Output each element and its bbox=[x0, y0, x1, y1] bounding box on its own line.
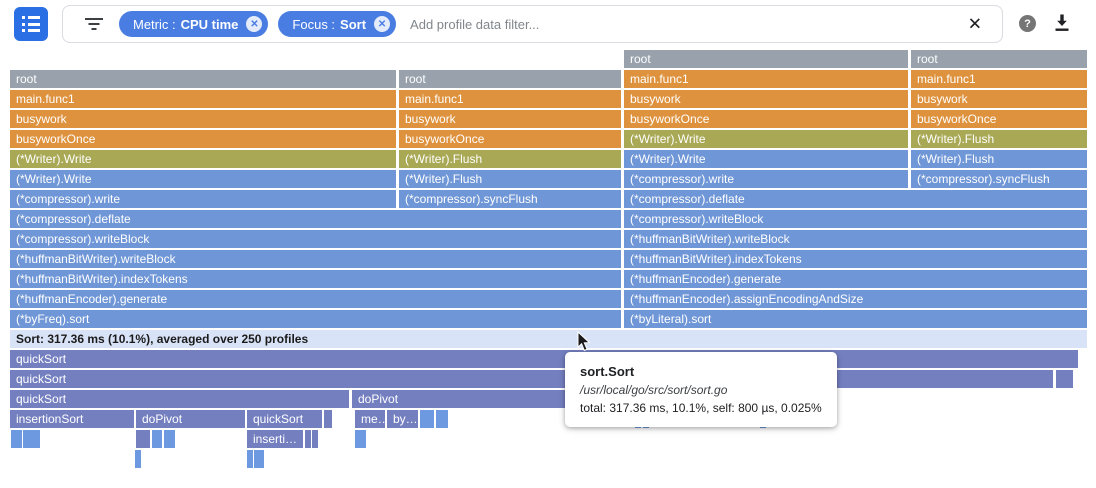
flame-frame[interactable]: (*byFreq).sort bbox=[10, 310, 621, 328]
filter-chip-focus[interactable]: Focus : Sort ✕ bbox=[278, 11, 397, 37]
flame-frame[interactable]: busywork bbox=[911, 90, 1087, 108]
flame-frame[interactable]: quickSort bbox=[247, 410, 322, 428]
chip-field: Focus : bbox=[292, 16, 336, 32]
flame-frame[interactable]: (*byLiteral).sort bbox=[624, 310, 1087, 328]
flame-frame[interactable]: (*compressor).syncFlush bbox=[911, 170, 1087, 188]
download-button[interactable] bbox=[1054, 14, 1070, 32]
flame-frame[interactable] bbox=[254, 450, 260, 468]
flame-frame[interactable] bbox=[34, 430, 40, 448]
flame-frame[interactable]: (*Writer).Flush bbox=[399, 170, 621, 188]
flame-frame[interactable] bbox=[152, 430, 162, 448]
flame-frame[interactable]: quickSort bbox=[10, 370, 1053, 388]
list-icon bbox=[22, 16, 40, 32]
flame-frame[interactable]: root bbox=[911, 50, 1087, 68]
flame-frame[interactable]: (*compressor).writeBlock bbox=[10, 230, 621, 248]
flame-frame[interactable]: (*huffmanBitWriter).indexTokens bbox=[624, 250, 1087, 268]
chip-field: Metric : bbox=[133, 16, 176, 32]
menu-button[interactable] bbox=[14, 7, 48, 41]
flame-frame[interactable]: (*Writer).Flush bbox=[911, 150, 1087, 168]
flame-frame[interactable]: (*huffmanBitWriter).writeBlock bbox=[10, 250, 621, 268]
tooltip-title: sort.Sort bbox=[580, 364, 635, 379]
flame-frame[interactable]: (*Writer).Write bbox=[10, 150, 396, 168]
flame-frame[interactable]: main.func1 bbox=[911, 70, 1087, 88]
filter-input[interactable] bbox=[410, 16, 962, 32]
flame-frame[interactable]: busywork bbox=[399, 110, 621, 128]
flame-frame[interactable] bbox=[355, 430, 361, 448]
flame-frame[interactable]: (*compressor).writeBlock bbox=[624, 210, 1087, 228]
flame-frame[interactable]: (*Writer).Write bbox=[624, 130, 908, 148]
flame-frame[interactable] bbox=[23, 430, 29, 448]
tooltip: sort.Sort /usr/local/go/src/sort/sort.go… bbox=[565, 352, 837, 427]
flame-frame[interactable]: main.func1 bbox=[10, 90, 396, 108]
flame-frame[interactable]: (*compressor).deflate bbox=[10, 210, 621, 228]
flame-frame[interactable] bbox=[360, 430, 366, 448]
flame-frame[interactable] bbox=[247, 450, 253, 468]
flame-frame[interactable] bbox=[258, 450, 264, 468]
mouse-cursor bbox=[577, 330, 591, 357]
chip-remove-icon[interactable]: ✕ bbox=[374, 16, 391, 32]
flame-frame[interactable]: busyworkOnce bbox=[911, 110, 1087, 128]
flame-frame[interactable]: (*huffmanEncoder).generate bbox=[10, 290, 621, 308]
flame-frame[interactable]: (*huffmanBitWriter).indexTokens bbox=[10, 270, 621, 288]
flame-frame[interactable] bbox=[324, 410, 332, 428]
flame-frame[interactable]: main.func1 bbox=[399, 90, 621, 108]
flame-frame[interactable] bbox=[28, 430, 34, 448]
flame-frame[interactable]: (*compressor).write bbox=[10, 190, 396, 208]
flame-frame[interactable]: inserti… bbox=[247, 430, 303, 448]
flame-frame[interactable]: root bbox=[10, 70, 396, 88]
flame-frame[interactable]: (*Writer).Write bbox=[10, 170, 396, 188]
help-button[interactable]: ? bbox=[1019, 15, 1036, 32]
flame-frame[interactable]: busyworkOnce bbox=[399, 130, 621, 148]
flame-frame[interactable]: (*huffmanEncoder).generate bbox=[624, 270, 1087, 288]
flame-frame[interactable] bbox=[135, 450, 141, 468]
flame-frame[interactable]: doPivot bbox=[136, 410, 245, 428]
flame-frame[interactable]: busyworkOnce bbox=[10, 130, 396, 148]
selected-function-row[interactable]: Sort: 317.36 ms (10.1%), averaged over 2… bbox=[10, 330, 1087, 348]
flame-frame[interactable] bbox=[169, 430, 175, 448]
flame-frame[interactable] bbox=[420, 410, 434, 428]
flame-frame[interactable] bbox=[1056, 370, 1073, 388]
flame-frame[interactable]: (*compressor).write bbox=[624, 170, 908, 188]
chip-value: CPU time bbox=[180, 16, 239, 32]
tooltip-stats: total: 317.36 ms, 10.1%, self: 800 µs, 0… bbox=[580, 401, 822, 415]
chip-remove-icon[interactable]: ✕ bbox=[246, 16, 263, 32]
flame-frame[interactable]: insertionSort bbox=[10, 410, 134, 428]
flame-frame[interactable] bbox=[436, 410, 442, 428]
flame-frame[interactable]: (*Writer).Flush bbox=[911, 130, 1087, 148]
flame-frame[interactable]: busyworkOnce bbox=[624, 110, 908, 128]
flame-frame[interactable]: (*Writer).Flush bbox=[399, 150, 621, 168]
flame-frame[interactable]: (*huffmanEncoder).assignEncodingAndSize bbox=[624, 290, 1087, 308]
chip-value: Sort bbox=[340, 16, 367, 32]
flame-frame[interactable]: root bbox=[399, 70, 621, 88]
filter-list-icon[interactable] bbox=[85, 18, 103, 30]
flame-frame[interactable]: (*Writer).Write bbox=[624, 150, 908, 168]
flame-frame[interactable] bbox=[136, 430, 150, 448]
filter-toolbar: Metric : CPU time ✕ Focus : Sort ✕ ✕ bbox=[62, 5, 1003, 43]
clear-filters-icon[interactable]: ✕ bbox=[967, 14, 982, 34]
flame-frame[interactable]: quickSort bbox=[10, 350, 1078, 368]
flame-frame[interactable] bbox=[442, 410, 448, 428]
flame-frame[interactable]: by… bbox=[387, 410, 418, 428]
flame-frame[interactable] bbox=[164, 430, 170, 448]
flame-frame[interactable]: busywork bbox=[10, 110, 396, 128]
flame-frame[interactable]: main.func1 bbox=[624, 70, 908, 88]
flame-frame[interactable] bbox=[11, 430, 22, 448]
flame-frame[interactable]: (*compressor).syncFlush bbox=[399, 190, 621, 208]
tooltip-source-path: /usr/local/go/src/sort/sort.go bbox=[580, 383, 728, 397]
flame-frame[interactable] bbox=[305, 430, 311, 448]
flame-frame[interactable]: quickSort bbox=[10, 390, 349, 408]
filter-chip-metric[interactable]: Metric : CPU time ✕ bbox=[119, 11, 269, 37]
download-icon bbox=[1055, 14, 1069, 31]
flame-frame[interactable]: me… bbox=[355, 410, 385, 428]
flame-frame[interactable]: root bbox=[624, 50, 908, 68]
flame-frame[interactable]: (*compressor).deflate bbox=[624, 190, 1087, 208]
flame-frame[interactable]: (*huffmanBitWriter).writeBlock bbox=[624, 230, 1087, 248]
flame-frame[interactable] bbox=[312, 430, 318, 448]
flame-frame[interactable]: busywork bbox=[624, 90, 908, 108]
